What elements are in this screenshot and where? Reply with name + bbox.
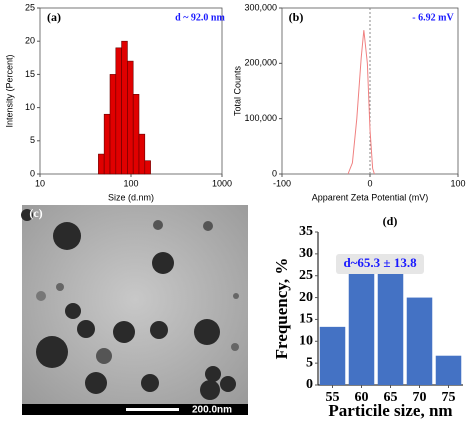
y-tick-label: 10 [25,102,35,112]
line [347,30,375,175]
bar [406,297,433,385]
annotation-box [336,254,424,274]
y-tick-label: 0 [30,168,35,178]
y-tick-label: 5 [30,135,35,145]
y-tick-label: 200,000 [244,58,277,68]
bar [121,40,128,175]
panel-label: (b) [289,10,304,24]
x-axis-label: Particile size, nm [328,401,452,420]
annotation: - 6.92 mV [412,12,454,23]
y-tick-label: 20 [25,36,35,46]
panel-label: (c) [29,206,42,220]
bar [138,133,146,175]
bar [127,60,134,175]
y-tick-label: 300,000 [244,2,277,12]
y-tick-label: 0 [272,168,277,178]
bar [144,160,151,175]
y-tick-label: 15 [299,312,313,327]
x-tick-label: 75 [442,390,456,405]
x-tick-label: -100 [273,178,291,188]
y-tick-label: 25 [25,2,35,12]
bar [98,153,105,175]
x-tick-label: 65 [384,390,398,405]
y-tick-label: 25 [299,268,313,283]
x-tick-label: 0 [367,178,372,188]
bar [377,268,404,385]
bar [348,268,375,385]
y-axis-label: Intensity (Percent) [4,54,14,127]
y-tick-label: 20 [299,290,313,305]
y-tick-label: 0 [306,377,313,392]
y-axis-label: Total Counts [232,65,242,116]
x-tick-label: 55 [326,390,340,405]
x-tick-label: 100 [123,178,138,188]
panel-label: (d) [383,214,398,228]
x-tick-label: 100 [450,178,465,188]
y-axis-label: Frequency, % [272,258,291,360]
scale-bar: 200.0nm [192,405,232,416]
tem-image: 200.0nm (c) [21,205,248,416]
x-axis-label: Size (d.nm) [108,192,154,202]
x-tick-label: 70 [413,390,427,405]
x-tick-label: 60 [355,390,369,405]
y-tick-label: 15 [25,69,35,79]
panel-label: (a) [47,10,61,24]
bar [103,113,111,175]
y-tick-label: 30 [299,246,313,261]
bar [109,74,117,175]
y-tick-label: 10 [299,334,313,349]
bar [132,94,140,175]
x-tick-label: 1000 [212,178,232,188]
annotation: d~65.3 ± 13.8 [343,255,417,270]
bar [319,326,346,385]
annotation: d ~ 92.0 nm [175,12,225,23]
bar [115,47,122,175]
y-tick-label: 5 [306,355,313,370]
y-tick-label: 100,000 [244,113,277,123]
bar [435,355,462,385]
x-axis-label: Apparent Zeta Potential (mV) [312,192,429,202]
y-tick-label: 35 [299,224,313,239]
x-tick-label: 10 [35,178,45,188]
